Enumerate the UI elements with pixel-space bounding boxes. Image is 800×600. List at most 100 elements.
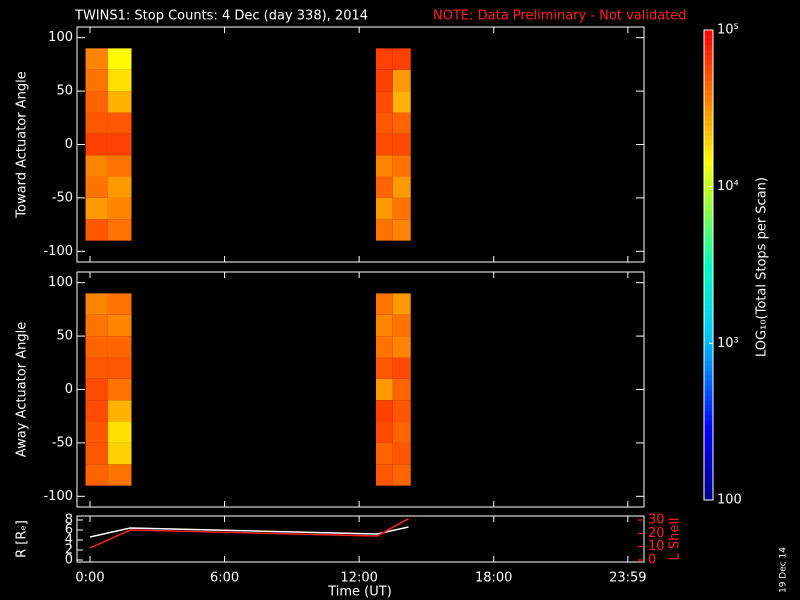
colorbar-slice (704, 160, 713, 166)
colorbar-slice (704, 235, 713, 241)
y-tick-label: -100 (43, 244, 73, 259)
colorbar-slice (704, 475, 713, 481)
colorbar-slice (704, 30, 713, 36)
spectrogram-cell (375, 69, 393, 92)
y-axis-label: Away Actuator Angle (15, 322, 30, 457)
colorbar-slice (704, 365, 713, 371)
spectrogram-cell (85, 357, 108, 379)
colorbar-slice (704, 140, 713, 146)
colorbar-slice (704, 185, 713, 191)
spectrogram-cell (375, 133, 393, 156)
colorbar-label: LOG₁₀(Total Stops per Scan) (755, 177, 770, 357)
y-tick-label: 2 (65, 543, 73, 558)
spectrogram-cell (375, 112, 393, 134)
spectrogram-cell (392, 48, 411, 70)
colorbar-slice (704, 470, 713, 476)
colorbar-slice (704, 435, 713, 441)
colorbar-slice (704, 35, 713, 41)
colorbar-slice (704, 395, 713, 401)
colorbar-slice (704, 450, 713, 456)
spectrogram-cell (107, 357, 132, 379)
spectrogram-cell (392, 176, 411, 198)
spectrogram-cell (392, 69, 411, 92)
colorbar-slice (704, 205, 713, 211)
colorbar-slice (704, 135, 713, 141)
spectrogram-cell (107, 48, 132, 70)
colorbar-slice (704, 125, 713, 131)
spectrogram-cell (392, 219, 411, 241)
colorbar-slice (704, 390, 713, 396)
spectrogram-cell (375, 48, 393, 70)
spectrogram-cell (85, 314, 108, 337)
colorbar-slice (704, 485, 713, 491)
spectrogram-cell (375, 155, 393, 177)
colorbar-slice (704, 275, 713, 281)
spectrogram-cell (107, 219, 132, 241)
note: NOTE: Data Preliminary - Not validated (433, 9, 687, 24)
colorbar-slice (704, 460, 713, 466)
colorbar-slice (704, 75, 713, 81)
colorbar-slice (704, 155, 713, 161)
colorbar-slice (704, 200, 713, 206)
spectrogram-cell (107, 336, 132, 358)
colorbar-slice (704, 445, 713, 451)
spectrogram-cell (107, 442, 132, 465)
y-tick-label: 0 (65, 137, 73, 152)
colorbar-slice (704, 230, 713, 236)
colorbar-slice (704, 225, 713, 231)
y-tick-label: 100 (48, 30, 73, 45)
colorbar-slice (704, 325, 713, 331)
spectrogram-cell (107, 176, 132, 198)
spectrogram-cell (85, 176, 108, 198)
y-tick-label: -50 (52, 190, 73, 205)
colorbar-slice (704, 465, 713, 471)
panel-frame (76, 515, 645, 563)
colorbar-slice (704, 455, 713, 461)
spectrogram-cell (107, 378, 132, 401)
colorbar-slice (704, 380, 713, 386)
date-stamp: 19 Dec 14 (779, 547, 789, 593)
colorbar-slice (704, 315, 713, 321)
spectrogram-cell (375, 91, 393, 113)
colorbar-slice (704, 105, 713, 111)
colorbar-tick-label: 10⁵ (717, 23, 739, 38)
orbit-line (89, 518, 409, 549)
y-tick-label: 4 (65, 533, 73, 548)
colorbar-slice (704, 305, 713, 311)
spectrogram-cell (85, 464, 108, 486)
spectrogram-cell (85, 69, 108, 92)
spectrogram-cell (375, 464, 393, 486)
spectrogram-cell (85, 400, 108, 422)
colorbar-slice (704, 85, 713, 91)
colorbar-slice (704, 255, 713, 261)
colorbar-slice (704, 495, 713, 501)
colorbar-slice (704, 265, 713, 271)
spectrogram-cell (375, 378, 393, 401)
y-tick-label: 50 (56, 84, 73, 99)
colorbar-slice (704, 115, 713, 121)
y2-axis-label: L Shell (668, 517, 683, 560)
colorbar-slice (704, 415, 713, 421)
colorbar-slice (704, 175, 713, 181)
colorbar-slice (704, 145, 713, 151)
spectrogram-cell (392, 357, 411, 379)
colorbar-slice (704, 385, 713, 391)
y-tick-label: -100 (43, 489, 73, 504)
x-tick-label: 0:00 (75, 571, 104, 586)
spectrogram-cell (85, 48, 108, 70)
spectrogram-cell (107, 91, 132, 113)
spectrogram-cell (85, 421, 108, 443)
colorbar-slice (704, 295, 713, 301)
colorbar-slice (704, 130, 713, 136)
colorbar-slice (704, 60, 713, 66)
colorbar-slice (704, 440, 713, 446)
colorbar-slice (704, 340, 713, 346)
panel-frame (76, 26, 645, 263)
y2-tick-label: 0 (648, 553, 656, 568)
colorbar-slice (704, 65, 713, 71)
x-tick-label: 12:00 (340, 571, 377, 586)
colorbar-slice (704, 350, 713, 356)
y-tick-label: -50 (52, 435, 73, 450)
colorbar-slice (704, 310, 713, 316)
